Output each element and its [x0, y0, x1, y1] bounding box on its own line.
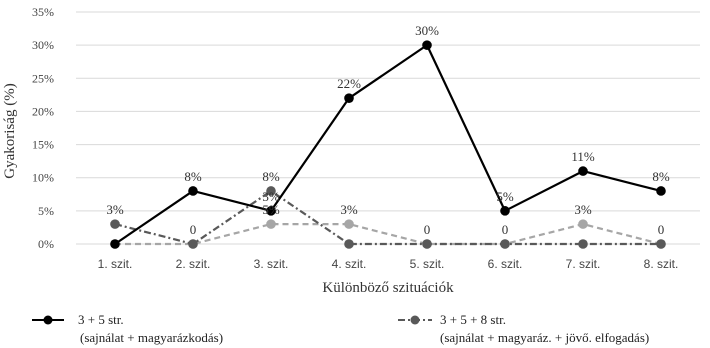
data-label: 3% — [106, 202, 124, 217]
data-label: 8% — [652, 169, 670, 184]
y-tick-label: 20% — [32, 104, 54, 118]
x-tick-label: 8. szit. — [644, 257, 679, 271]
legend-item-series-1: 3 + 5 str. (sajnálat + magyarázkodás) — [32, 312, 223, 345]
legend-label-series-1-line1: 3 + 5 str. — [78, 312, 124, 327]
data-label: 3% — [340, 202, 358, 217]
legend-label-series-2-line1: 3 + 5 + 8 str. — [440, 312, 506, 327]
chart-series — [110, 40, 666, 249]
data-point — [344, 239, 354, 249]
data-point — [656, 186, 666, 196]
data-label: 0 — [424, 222, 431, 237]
y-axis-ticks: 0% 5% 10% 15% 20% 25% 30% 35% — [32, 5, 54, 251]
series-line — [114, 44, 662, 245]
y-tick-label: 25% — [32, 71, 54, 85]
legend-item-series-2: 3 + 5 + 8 str. (sajnálat + magyaráz. + j… — [398, 312, 649, 345]
data-label: 22% — [337, 76, 361, 91]
x-axis-ticks: 1. szit. 2. szit. 3. szit. 4. szit. 5. szit.… — [98, 257, 679, 271]
data-label: 0 — [658, 222, 665, 237]
data-point — [266, 219, 276, 229]
x-axis-label: Különböző szituációk — [322, 280, 454, 296]
data-point — [578, 219, 588, 229]
data-label: 5% — [262, 202, 280, 217]
x-tick-label: 4. szit. — [332, 257, 367, 271]
y-tick-label: 0% — [38, 237, 54, 251]
data-label: 11% — [571, 149, 595, 164]
data-point — [344, 93, 354, 103]
data-point — [422, 239, 432, 249]
y-tick-label: 15% — [32, 138, 54, 152]
series-2 — [110, 186, 666, 249]
data-label: 8% — [184, 169, 202, 184]
y-tick-label: 30% — [32, 38, 54, 52]
x-tick-label: 5. szit. — [410, 257, 445, 271]
data-label: 8% — [262, 169, 280, 184]
data-label: 30% — [415, 23, 439, 38]
chart-legend: 3 + 5 str. (sajnálat + magyarázkodás) 3 … — [32, 312, 649, 345]
legend-label-series-2-line2: (sajnálat + magyaráz. + jövő. elfogadás) — [440, 330, 649, 345]
y-tick-label: 35% — [32, 5, 54, 19]
data-point — [656, 239, 666, 249]
series-line — [115, 223, 662, 246]
series-line — [114, 189, 661, 246]
data-label: 5% — [496, 189, 514, 204]
data-point — [266, 186, 276, 196]
y-tick-label: 5% — [38, 204, 54, 218]
data-point — [188, 239, 198, 249]
data-point — [422, 40, 432, 50]
data-point — [188, 186, 198, 196]
x-tick-label: 2. szit. — [176, 257, 211, 271]
x-tick-label: 6. szit. — [488, 257, 523, 271]
data-label: 0 — [502, 222, 509, 237]
data-label: 3% — [574, 202, 592, 217]
series-1 — [110, 40, 666, 249]
data-point — [344, 219, 354, 229]
data-label: 0 — [190, 222, 197, 237]
data-point — [266, 206, 276, 216]
x-tick-label: 3. szit. — [254, 257, 289, 271]
data-point — [500, 206, 510, 216]
data-point — [578, 239, 588, 249]
y-tick-label: 10% — [32, 171, 54, 185]
data-point — [500, 239, 510, 249]
data-point — [110, 219, 120, 229]
data-label: 3% — [262, 189, 280, 204]
chart-grid — [76, 11, 700, 245]
legend-label-series-1-line2: (sajnálat + magyarázkodás) — [80, 330, 223, 345]
data-point — [578, 166, 588, 176]
data-labels: 8%3%22%30%5%11%8%3%08%5% 3%0 03%0 — [106, 23, 670, 237]
data-point — [110, 239, 120, 249]
x-tick-label: 7. szit. — [566, 257, 601, 271]
x-tick-label: 1. szit. — [98, 257, 133, 271]
y-axis-label: Gyakoriság (%) — [2, 83, 18, 178]
